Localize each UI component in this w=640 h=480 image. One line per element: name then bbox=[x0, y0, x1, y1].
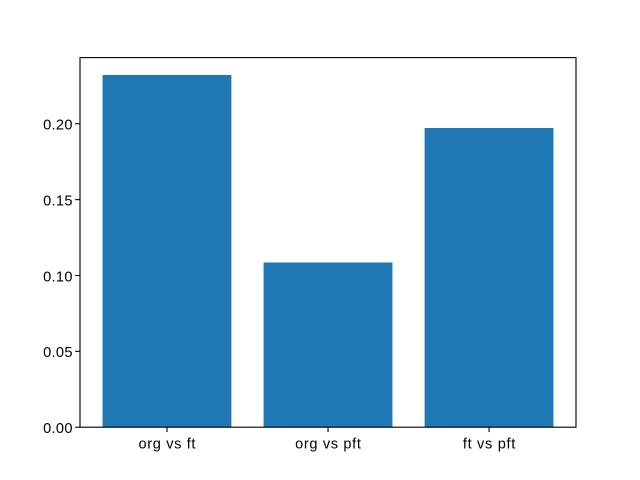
svg-text:0.05: 0.05 bbox=[43, 345, 72, 361]
svg-text:ft vs pft: ft vs pft bbox=[463, 437, 515, 453]
svg-text:0.15: 0.15 bbox=[43, 193, 72, 209]
svg-text:org vs ft: org vs ft bbox=[139, 437, 196, 453]
svg-text:0.20: 0.20 bbox=[43, 118, 72, 134]
svg-text:0.10: 0.10 bbox=[43, 269, 72, 285]
svg-text:org vs pft: org vs pft bbox=[295, 437, 361, 453]
svg-text:0.00: 0.00 bbox=[43, 421, 72, 437]
